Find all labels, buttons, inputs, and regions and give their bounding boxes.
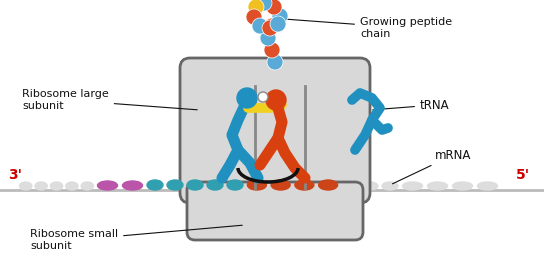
- Circle shape: [266, 0, 282, 15]
- Circle shape: [256, 0, 272, 11]
- Ellipse shape: [207, 180, 223, 190]
- Text: Ribosome small
subunit: Ribosome small subunit: [30, 225, 242, 251]
- Ellipse shape: [227, 180, 243, 190]
- Circle shape: [260, 30, 276, 46]
- Ellipse shape: [187, 180, 203, 190]
- Text: mRNA: mRNA: [393, 148, 471, 184]
- Text: 5': 5': [516, 168, 530, 182]
- Ellipse shape: [167, 180, 183, 190]
- Circle shape: [264, 42, 280, 58]
- Text: 3': 3': [8, 168, 22, 182]
- Circle shape: [246, 9, 262, 25]
- Circle shape: [248, 0, 264, 15]
- Ellipse shape: [122, 181, 143, 190]
- Ellipse shape: [319, 180, 338, 190]
- Text: Growing peptide
chain: Growing peptide chain: [273, 17, 452, 39]
- Text: tRNA: tRNA: [373, 99, 450, 112]
- Ellipse shape: [66, 182, 78, 190]
- Circle shape: [264, 18, 280, 34]
- Circle shape: [262, 20, 278, 36]
- Ellipse shape: [81, 182, 94, 190]
- Ellipse shape: [382, 182, 398, 190]
- Text: Ribosome large
subunit: Ribosome large subunit: [22, 89, 197, 111]
- FancyBboxPatch shape: [187, 182, 363, 240]
- Circle shape: [270, 16, 286, 32]
- Ellipse shape: [35, 182, 47, 190]
- Circle shape: [272, 8, 288, 24]
- Ellipse shape: [97, 181, 118, 190]
- FancyBboxPatch shape: [180, 58, 370, 203]
- Ellipse shape: [342, 182, 358, 190]
- Ellipse shape: [51, 182, 63, 190]
- Circle shape: [252, 18, 268, 34]
- Ellipse shape: [362, 182, 378, 190]
- Ellipse shape: [147, 180, 163, 190]
- Ellipse shape: [428, 182, 448, 190]
- Ellipse shape: [478, 182, 498, 190]
- Circle shape: [237, 88, 257, 108]
- Ellipse shape: [453, 182, 473, 190]
- Ellipse shape: [248, 180, 267, 190]
- Ellipse shape: [271, 180, 290, 190]
- Ellipse shape: [20, 182, 32, 190]
- Circle shape: [258, 92, 268, 102]
- Circle shape: [267, 54, 283, 70]
- Circle shape: [266, 90, 286, 110]
- Ellipse shape: [403, 182, 423, 190]
- Ellipse shape: [295, 180, 314, 190]
